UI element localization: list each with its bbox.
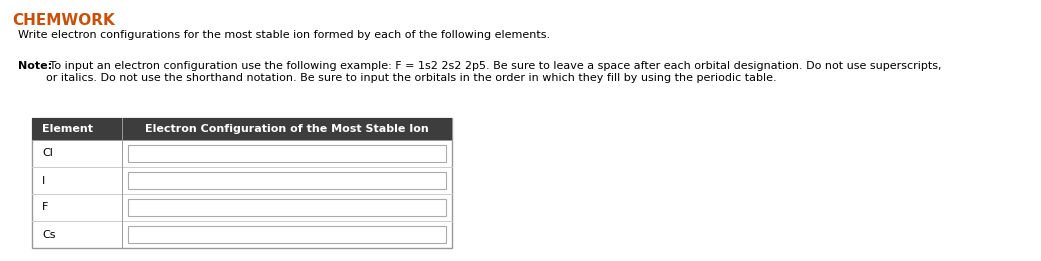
Text: I: I [42, 175, 45, 186]
Text: To input an electron configuration use the following example: F = 1s2 2s2 2p5. B: To input an electron configuration use t… [46, 61, 941, 82]
Bar [128, 199, 446, 216]
Text: F: F [42, 203, 48, 212]
Bar [32, 118, 452, 140]
Bar [128, 145, 446, 162]
Bar [128, 226, 446, 243]
Bar [128, 172, 446, 189]
Text: Cl: Cl [42, 149, 53, 158]
Text: Note:: Note: [18, 61, 52, 71]
Bar [32, 118, 452, 248]
Text: Electron Configuration of the Most Stable Ion: Electron Configuration of the Most Stabl… [145, 124, 429, 134]
Text: Cs: Cs [42, 229, 55, 240]
Text: CHEMWORK: CHEMWORK [12, 13, 115, 28]
Text: Element: Element [42, 124, 93, 134]
Text: Write electron configurations for the most stable ion formed by each of the foll: Write electron configurations for the mo… [18, 30, 550, 40]
